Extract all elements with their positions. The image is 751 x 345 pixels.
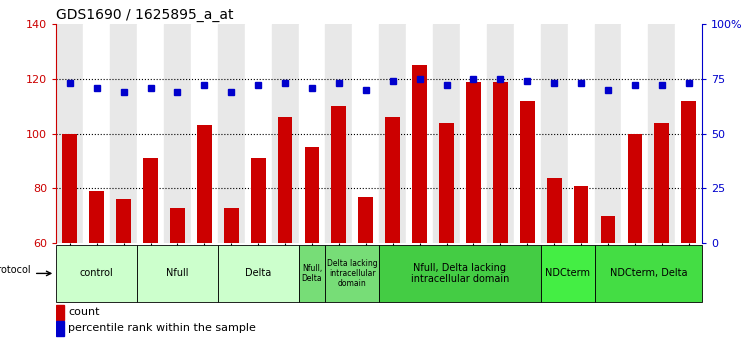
Bar <box>137 24 164 243</box>
Bar <box>648 24 675 243</box>
Bar <box>170 208 185 243</box>
Bar <box>224 208 239 243</box>
Bar <box>143 158 158 243</box>
Text: Nfull, Delta lacking
intracellular domain: Nfull, Delta lacking intracellular domai… <box>411 263 509 284</box>
Bar <box>487 24 514 243</box>
Text: Delta: Delta <box>245 268 271 278</box>
Bar <box>110 24 137 243</box>
Bar <box>116 199 131 243</box>
Bar <box>568 24 595 243</box>
Bar <box>439 123 454 243</box>
Text: NDCterm: NDCterm <box>545 268 590 278</box>
Text: Nfull: Nfull <box>166 268 189 278</box>
Text: NDCterm, Delta: NDCterm, Delta <box>610 268 687 278</box>
Bar <box>56 305 64 320</box>
FancyBboxPatch shape <box>56 245 137 302</box>
Bar <box>191 24 218 243</box>
FancyBboxPatch shape <box>137 245 218 302</box>
Bar <box>406 24 433 243</box>
Bar <box>245 24 272 243</box>
Bar <box>654 123 669 243</box>
Bar <box>547 177 562 243</box>
Bar <box>433 24 460 243</box>
Bar <box>272 24 299 243</box>
Bar <box>56 321 64 336</box>
Text: percentile rank within the sample: percentile rank within the sample <box>68 324 256 333</box>
Text: GDS1690 / 1625895_a_at: GDS1690 / 1625895_a_at <box>56 8 234 22</box>
Bar <box>325 24 352 243</box>
Bar <box>675 24 702 243</box>
FancyBboxPatch shape <box>325 245 379 302</box>
Bar <box>681 101 696 243</box>
Text: Delta lacking
intracellular
domain: Delta lacking intracellular domain <box>327 258 378 288</box>
Bar <box>466 82 481 243</box>
Bar <box>299 24 325 243</box>
FancyBboxPatch shape <box>541 245 595 302</box>
Text: protocol: protocol <box>0 265 31 275</box>
Bar <box>83 24 110 243</box>
Bar <box>520 101 535 243</box>
Bar <box>514 24 541 243</box>
FancyBboxPatch shape <box>218 245 299 302</box>
Bar <box>493 82 508 243</box>
Bar <box>412 65 427 243</box>
Bar <box>595 24 622 243</box>
Bar <box>352 24 379 243</box>
Bar <box>197 126 212 243</box>
Bar <box>628 134 642 243</box>
Bar <box>574 186 589 243</box>
Text: count: count <box>68 307 99 317</box>
Bar <box>251 158 266 243</box>
Bar <box>622 24 648 243</box>
Bar <box>278 117 292 243</box>
Text: control: control <box>80 268 113 278</box>
FancyBboxPatch shape <box>379 245 541 302</box>
Bar <box>358 197 373 243</box>
Bar <box>89 191 104 243</box>
Bar <box>601 216 615 243</box>
Bar <box>62 134 77 243</box>
Bar <box>379 24 406 243</box>
FancyBboxPatch shape <box>299 245 325 302</box>
Bar <box>460 24 487 243</box>
Bar <box>164 24 191 243</box>
Bar <box>305 147 319 243</box>
Bar <box>385 117 400 243</box>
Text: Nfull,
Delta: Nfull, Delta <box>302 264 322 283</box>
Bar <box>218 24 245 243</box>
FancyBboxPatch shape <box>595 245 702 302</box>
Bar <box>541 24 568 243</box>
Bar <box>331 106 346 243</box>
Bar <box>56 24 83 243</box>
